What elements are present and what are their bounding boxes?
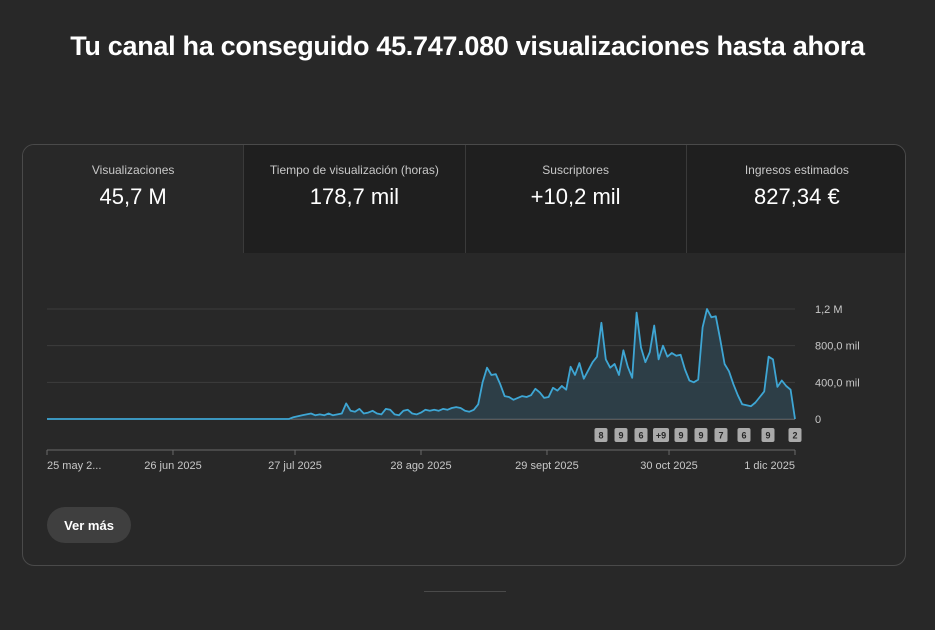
video-marker-badge	[634, 428, 648, 442]
metric-label: Visualizaciones	[91, 163, 175, 177]
y-tick-label: 1,2 M	[815, 304, 843, 316]
x-tick-label: 27 jul 2025	[268, 460, 322, 472]
views-chart-svg: 0 400,0 mil 800,0 mil 1,2 M 8 9 6 +9 9 9 7 6 9 2 25 ma…	[46, 304, 860, 472]
video-marker-badge	[594, 428, 608, 442]
x-tick-label: 29 sept 2025	[515, 460, 579, 472]
views-line	[47, 308, 796, 420]
x-tick-label: 26 jun 2025	[144, 460, 202, 472]
see-more-button[interactable]: Ver más	[47, 507, 131, 543]
video-marker-label: 7	[718, 431, 723, 441]
video-marker-badge	[761, 428, 775, 442]
video-marker-badge	[788, 428, 802, 442]
metric-value: 827,34 €	[754, 184, 840, 209]
y-tick-label: 800,0 mil	[815, 341, 860, 353]
metric-value: +10,2 mil	[530, 184, 621, 209]
x-tick-label: 30 oct 2025	[640, 460, 698, 472]
metric-label: Ingresos estimados	[744, 163, 849, 177]
video-marker-label: 9	[678, 431, 683, 441]
metric-tab-revenue[interactable]: Ingresos estimados 827,34 €	[685, 145, 905, 253]
video-marker-badge	[737, 428, 751, 442]
metric-value: 45,7 M	[99, 184, 167, 209]
video-marker-badge	[653, 428, 669, 442]
metric-label: Suscriptores	[542, 163, 609, 177]
video-marker-label: 6	[638, 431, 643, 441]
metric-tabs: Visualizaciones 45,7 M Tiempo de visuali…	[23, 145, 905, 253]
video-marker-label: 6	[741, 431, 746, 441]
x-tick-label: 28 ago 2025	[390, 460, 451, 472]
video-marker-label: 8	[598, 431, 603, 441]
views-area	[47, 309, 795, 419]
analytics-card: Visualizaciones 45,7 M Tiempo de visuali…	[22, 144, 906, 566]
video-marker-badge	[694, 428, 708, 442]
x-tick-label: 25 may 2...	[47, 460, 101, 472]
video-marker-label: +9	[656, 431, 666, 441]
video-marker-badge	[614, 428, 628, 442]
page-headline: Tu canal ha conseguido 45.747.080 visual…	[70, 31, 865, 61]
video-marker-label: 2	[792, 431, 797, 441]
metric-value: 178,7 mil	[309, 184, 400, 209]
metric-tab-views[interactable]: Visualizaciones 45,7 M	[23, 145, 244, 253]
y-tick-label: 0	[815, 414, 821, 426]
x-tick-label: 1 dic 2025	[744, 460, 795, 472]
metric-tab-subscribers[interactable]: Suscriptores +10,2 mil	[464, 145, 686, 253]
video-marker-label: 9	[618, 431, 623, 441]
metric-label: Tiempo de visualización (horas)	[269, 163, 439, 177]
views-chart: 0 400,0 mil 800,0 mil 1,2 M 8 9 6 +9 9 9 7 6 9 2 25 ma…	[23, 253, 905, 483]
metric-tab-watch-time[interactable]: Tiempo de visualización (horas) 178,7 mi…	[243, 145, 465, 253]
y-tick-label: 400,0 mil	[815, 377, 860, 389]
bottom-divider	[424, 591, 506, 592]
video-marker-badge	[714, 428, 728, 442]
video-marker-label: 9	[698, 431, 703, 441]
video-marker-badge	[674, 428, 688, 442]
video-marker-label: 9	[765, 431, 770, 441]
